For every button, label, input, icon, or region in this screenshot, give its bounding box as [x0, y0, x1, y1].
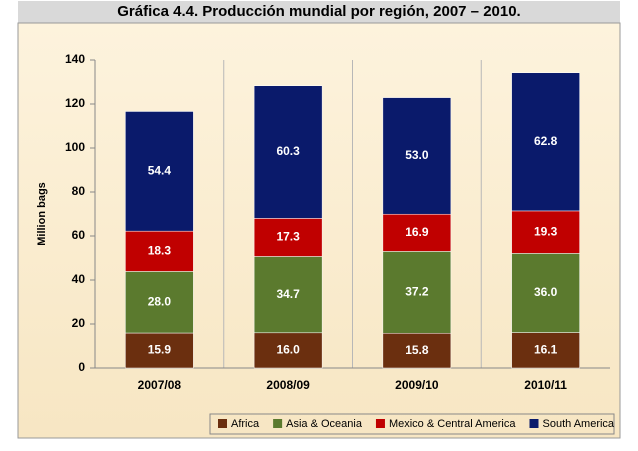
value-label: 60.3: [276, 144, 300, 158]
x-tick-label: 2008/09: [266, 378, 310, 392]
bar-segment: [511, 72, 580, 212]
value-label: 16.0: [276, 343, 300, 357]
y-tick-label: 120: [65, 96, 85, 110]
y-tick-label: 140: [65, 52, 85, 66]
value-label: 28.0: [148, 294, 172, 308]
legend-swatch: [375, 419, 385, 428]
value-label: 16.9: [405, 225, 429, 239]
bar-segment: [253, 332, 323, 369]
bar-segment: [125, 111, 194, 232]
chart-title: Gráfica 4.4. Producción mundial por regi…: [117, 3, 520, 20]
bar-segment: [382, 251, 452, 334]
legend-swatch: [273, 419, 283, 428]
bar-segment: [382, 213, 452, 252]
value-label: 19.3: [534, 224, 558, 238]
value-label: 17.3: [276, 230, 300, 244]
legend-label: Mexico & Central America: [389, 418, 516, 430]
value-label: 18.3: [148, 243, 172, 257]
bar-segment: [125, 271, 194, 334]
y-tick-label: 20: [72, 316, 86, 330]
y-tick-label: 80: [72, 184, 86, 198]
y-tick-label: 40: [72, 272, 86, 286]
bar-segment: [253, 85, 323, 219]
legend-label: Asia & Oceania: [286, 418, 363, 430]
y-tick-label: 0: [78, 360, 85, 374]
x-tick-label: 2009/10: [395, 378, 439, 392]
legend-label: South America: [543, 418, 615, 430]
value-label: 37.2: [405, 284, 429, 298]
value-label: 54.4: [148, 163, 172, 177]
value-label: 34.7: [276, 287, 300, 301]
bar-segment: [382, 97, 452, 215]
bar-segment: [125, 230, 194, 272]
legend-swatch: [218, 419, 227, 428]
legend-label: Africa: [231, 418, 260, 430]
x-tick-label: 2007/08: [138, 378, 182, 392]
bar-segment: [511, 253, 580, 333]
y-tick-label: 100: [65, 140, 85, 154]
bar-segment: [511, 332, 580, 369]
legend-swatch: [529, 419, 539, 428]
x-tick-label: 2010/11: [524, 378, 567, 392]
value-label: 62.8: [534, 134, 558, 148]
bar-segment: [253, 256, 323, 334]
bar-segment: [253, 218, 323, 257]
value-label: 16.1: [534, 342, 558, 356]
value-label: 53.0: [405, 148, 429, 162]
y-tick-label: 60: [72, 228, 86, 242]
bar-segment: [382, 332, 452, 369]
y-axis-label: Million bags: [36, 182, 48, 246]
legend-frame: [209, 413, 615, 435]
bar-segment: [511, 210, 580, 254]
value-label: 15.9: [148, 343, 172, 357]
value-label: 15.8: [405, 343, 429, 357]
title-bar: [18, 1, 620, 23]
bar-segment: [125, 332, 194, 369]
value-label: 36.0: [534, 285, 558, 299]
